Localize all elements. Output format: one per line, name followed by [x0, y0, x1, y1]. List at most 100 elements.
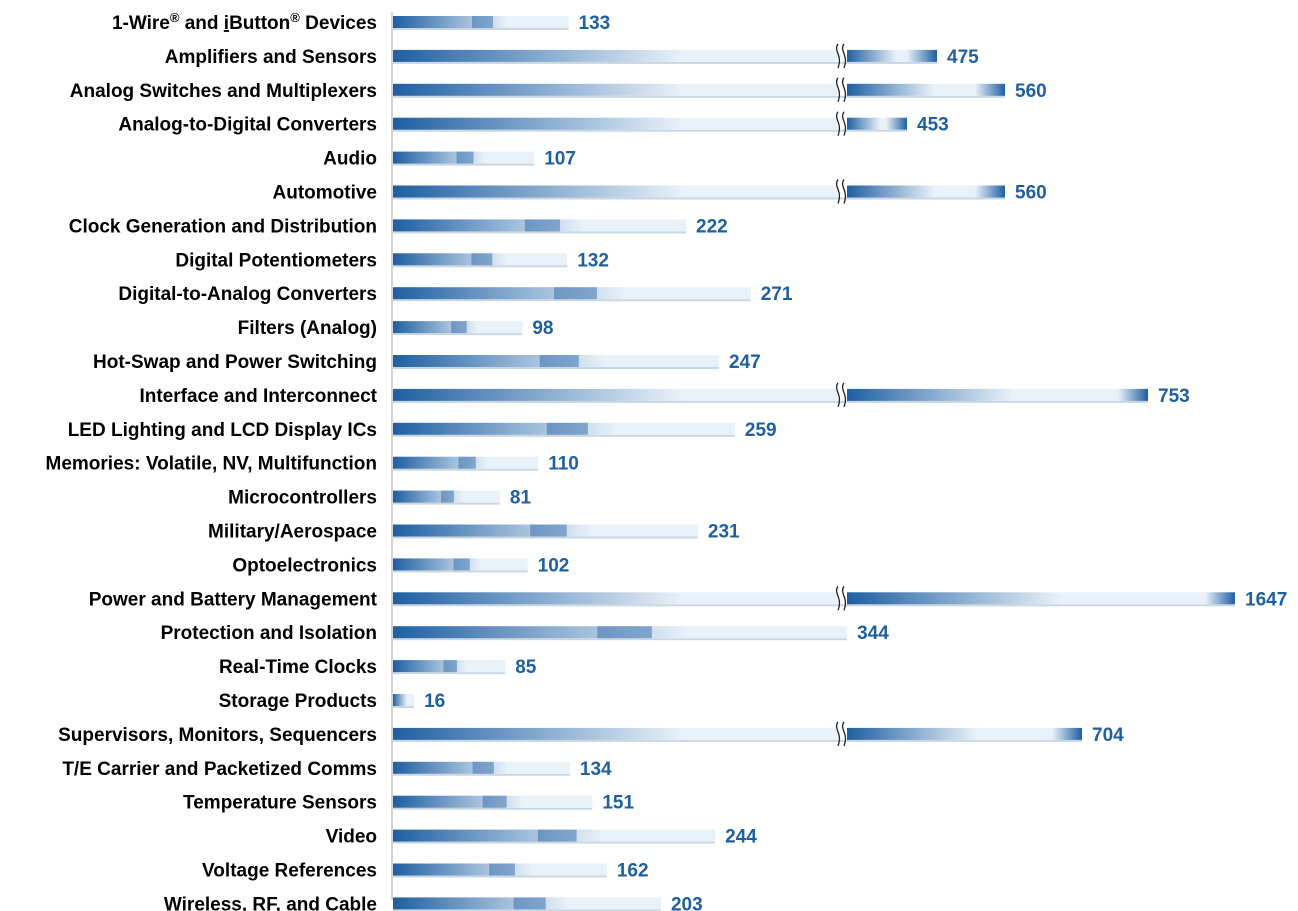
bar — [393, 490, 500, 503]
bar-row — [393, 43, 937, 69]
bar — [393, 83, 837, 96]
value-label: 98 — [532, 318, 553, 339]
category-label: Clock Generation and Distribution — [69, 216, 377, 237]
category-label: Voltage References — [202, 861, 377, 882]
bar — [393, 795, 593, 808]
bar-end-shade — [1052, 727, 1082, 740]
value-label: 453 — [917, 115, 949, 136]
bar-continued — [847, 388, 1148, 401]
bar-shadow — [393, 638, 848, 641]
bar-shadow — [393, 129, 907, 132]
bar-row — [393, 897, 661, 911]
bar-band — [539, 355, 579, 367]
category-label: Analog-to-Digital Converters — [118, 115, 377, 136]
bar-row — [393, 16, 569, 30]
bar — [393, 626, 848, 639]
category-label: Protection and Isolation — [161, 623, 377, 644]
category-label: Amplifiers and Sensors — [165, 47, 377, 68]
value-label: 203 — [671, 894, 703, 911]
bar-band — [530, 524, 567, 537]
bar-row — [393, 829, 716, 844]
bar-band — [453, 558, 470, 571]
bar-shadow — [393, 807, 593, 810]
bar-band — [553, 287, 597, 300]
bar-row — [393, 355, 720, 369]
bar-row — [393, 77, 1005, 103]
bar-shadow — [393, 333, 523, 336]
value-label: 133 — [579, 13, 611, 34]
axis-break-marker — [835, 585, 847, 611]
value-label: 560 — [1015, 183, 1047, 204]
axis-break-marker — [835, 77, 847, 103]
bar-end-shade — [1118, 388, 1148, 401]
axis-break-marker — [835, 721, 847, 747]
bar — [393, 897, 661, 910]
bar-shadow — [393, 739, 1082, 742]
value-label: 244 — [725, 827, 757, 848]
bar-shadow — [393, 61, 937, 64]
bar-band — [472, 16, 494, 28]
bar-shadow — [393, 28, 569, 30]
bar — [393, 524, 698, 537]
bar — [393, 660, 506, 673]
bar-end-shade — [975, 83, 1005, 96]
bar-continued — [847, 592, 1235, 605]
category-label: T/E Carrier and Packetized Comms — [62, 759, 377, 780]
category-label: Military/Aerospace — [208, 522, 377, 543]
bar-row — [393, 219, 687, 234]
category-label: Temperature Sensors — [183, 793, 377, 814]
axis-break-marker — [835, 111, 847, 136]
bar — [393, 321, 523, 334]
bar-row — [393, 287, 751, 302]
bar-row — [393, 151, 535, 166]
bar — [393, 761, 570, 774]
bar-shadow — [393, 95, 1005, 98]
bar-row — [393, 795, 593, 810]
bar — [393, 694, 415, 706]
bar-shadow — [393, 231, 687, 234]
value-label: 81 — [510, 488, 532, 509]
category-label: Wireless, RF, and Cable — [164, 894, 377, 911]
bar-row — [393, 761, 570, 776]
bar-row — [393, 179, 1005, 204]
bar-row — [393, 490, 500, 505]
value-label: 247 — [729, 352, 761, 373]
bar-shadow — [393, 909, 661, 911]
bar-row — [393, 253, 568, 268]
bar-shadow — [393, 367, 720, 369]
bar-shadow — [393, 468, 539, 471]
bar-shadow — [393, 536, 698, 539]
category-label: Digital Potentiometers — [175, 250, 377, 271]
bar-shadow — [393, 773, 570, 776]
bar-band — [472, 761, 494, 774]
value-label: 16 — [424, 691, 445, 712]
category-label: Automotive — [273, 183, 378, 204]
value-label: 704 — [1092, 725, 1124, 746]
bar-row — [393, 456, 539, 471]
bar — [393, 49, 837, 62]
bar-shadow — [393, 400, 1148, 403]
category-label: Analog Switches and Multiplexers — [70, 81, 377, 102]
bar-band — [597, 626, 652, 639]
category-label: Power and Battery Management — [89, 589, 378, 610]
value-label: 151 — [602, 793, 634, 814]
value-label: 107 — [544, 149, 576, 170]
value-label: 85 — [515, 657, 537, 678]
bar-row — [393, 626, 848, 641]
bar-shadow — [393, 706, 415, 708]
category-label: Real-Time Clocks — [219, 657, 377, 678]
value-label: 344 — [857, 623, 889, 644]
bar-shadow — [393, 672, 506, 675]
value-label: 271 — [761, 284, 793, 305]
bar-shadow — [393, 841, 716, 844]
bar-continued — [847, 185, 1005, 198]
value-label: 259 — [745, 420, 777, 441]
axis-break-marker — [835, 179, 847, 204]
bar-row — [393, 321, 523, 336]
bar-band — [513, 897, 546, 910]
value-label: 222 — [696, 216, 728, 237]
value-label: 231 — [708, 522, 740, 543]
bar — [393, 829, 716, 842]
bar-row — [393, 660, 506, 675]
